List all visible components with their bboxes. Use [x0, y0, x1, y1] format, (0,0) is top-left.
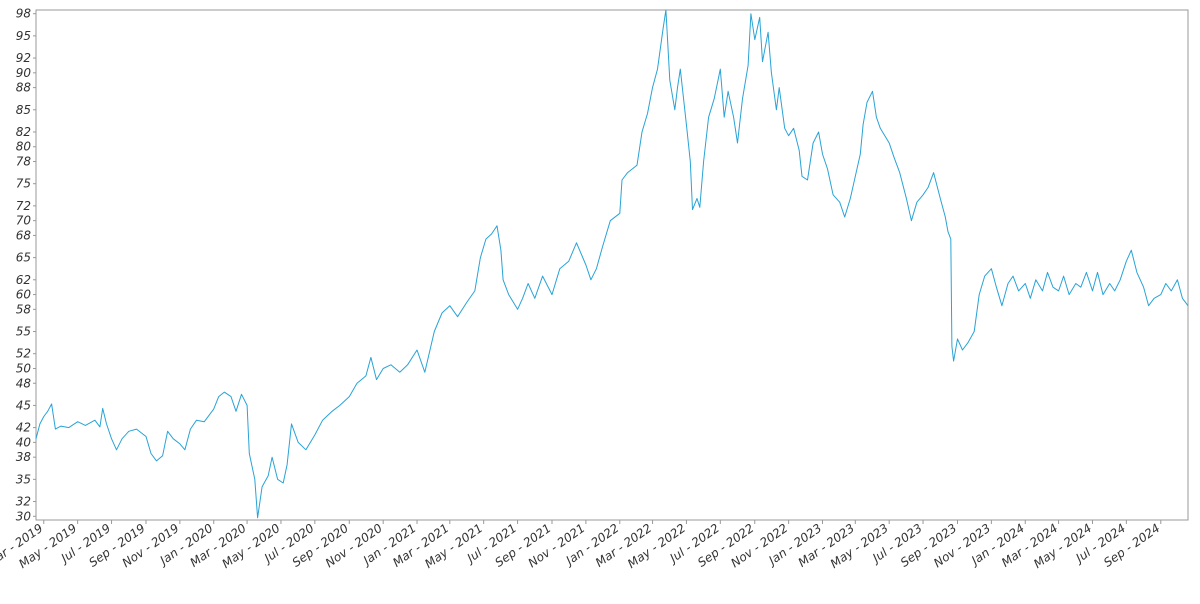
y-tick-label: 90	[16, 66, 32, 80]
y-tick-label: 78	[16, 155, 32, 169]
y-tick-label: 52	[16, 347, 31, 361]
y-tick-label: 75	[16, 177, 31, 191]
plot-area-border	[35, 9, 1189, 521]
y-tick-label: 38	[16, 450, 32, 464]
series-line-0	[35, 9, 1189, 519]
y-tick-label: 55	[16, 325, 31, 339]
y-tick-label: 30	[16, 509, 32, 523]
y-tick-label: 98	[16, 7, 32, 21]
y-tick-label: 85	[16, 103, 31, 117]
y-tick-label: 65	[16, 251, 31, 265]
y-tick-label: 70	[16, 214, 32, 228]
y-tick-label: 62	[16, 273, 31, 287]
y-tick-label: 35	[16, 472, 31, 486]
y-tick-label: 32	[16, 495, 31, 509]
y-tick-label: 60	[16, 288, 32, 302]
y-tick-label: 88	[16, 81, 32, 95]
series-layer	[35, 9, 1189, 519]
y-tick-label: 58	[16, 302, 32, 316]
y-tick-label: 92	[16, 51, 31, 65]
y-tick-label: 45	[16, 398, 31, 412]
y-tick-label: 68	[16, 228, 32, 242]
y-tick-label: 42	[16, 421, 31, 435]
y-tick-label: 80	[16, 140, 32, 154]
y-tick-label: 50	[16, 361, 32, 375]
y-tick-label: 48	[16, 376, 32, 390]
y-tick-label: 40	[16, 435, 32, 449]
y-tick-label: 95	[16, 29, 31, 43]
y-tick-label: 72	[16, 199, 31, 213]
y-tick-label: 82	[16, 125, 31, 139]
